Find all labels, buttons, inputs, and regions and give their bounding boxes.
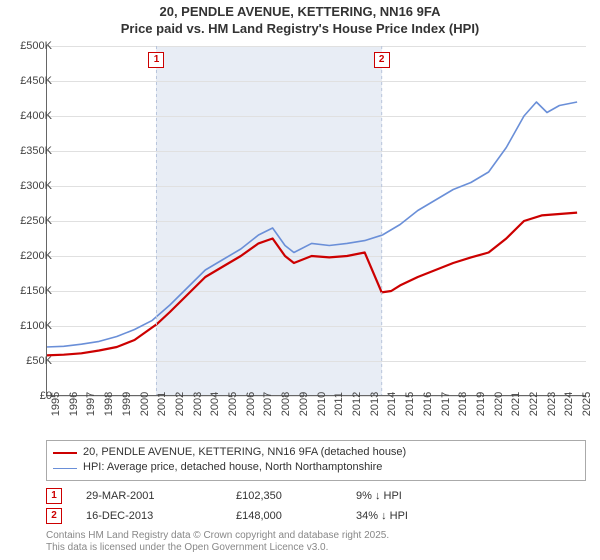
x-tick-label: 2023 <box>546 392 558 416</box>
y-tick-label: £100K <box>8 320 52 332</box>
x-tick-label: 2014 <box>386 392 398 416</box>
sale-delta-2: 34% ↓ HPI <box>356 510 476 522</box>
sale-row-2: 2 16-DEC-2013 £148,000 34% ↓ HPI <box>46 506 586 526</box>
footer-line-2: This data is licensed under the Open Gov… <box>46 542 389 554</box>
series-price_paid <box>46 213 577 356</box>
x-tick-label: 2008 <box>280 392 292 416</box>
x-tick-label: 2020 <box>493 392 505 416</box>
x-tick-label: 2007 <box>262 392 274 416</box>
y-tick-label: £0 <box>8 390 52 402</box>
x-tick-label: 2009 <box>298 392 310 416</box>
x-tick-label: 2012 <box>351 392 363 416</box>
y-tick-label: £150K <box>8 285 52 297</box>
legend-item-hpi: HPI: Average price, detached house, Nort… <box>53 460 579 475</box>
x-tick-label: 1999 <box>121 392 133 416</box>
x-tick-label: 2000 <box>139 392 151 416</box>
chart-plot-area: 12 1995199619971998199920002001200220032… <box>46 46 586 396</box>
x-tick-label: 2003 <box>192 392 204 416</box>
x-tick-label: 1998 <box>103 392 115 416</box>
sale-price-1: £102,350 <box>236 490 356 502</box>
sale-date-2: 16-DEC-2013 <box>86 510 236 522</box>
sale-price-2: £148,000 <box>236 510 356 522</box>
x-tick-label: 2010 <box>316 392 328 416</box>
x-tick-label: 2018 <box>457 392 469 416</box>
chart-title: 20, PENDLE AVENUE, KETTERING, NN16 9FA P… <box>0 0 600 38</box>
footer-line-1: Contains HM Land Registry data © Crown c… <box>46 530 389 542</box>
sale-marker-2: 2 <box>46 508 62 524</box>
x-tick-label: 2017 <box>440 392 452 416</box>
x-tick-label: 2006 <box>245 392 257 416</box>
x-tick-label: 1997 <box>85 392 97 416</box>
y-tick-label: £50K <box>8 355 52 367</box>
y-tick-label: £500K <box>8 40 52 52</box>
y-tick-label: £200K <box>8 250 52 262</box>
y-tick-label: £300K <box>8 180 52 192</box>
sale-delta-1: 9% ↓ HPI <box>356 490 476 502</box>
x-tick-label: 2002 <box>174 392 186 416</box>
y-tick-label: £450K <box>8 75 52 87</box>
sale-marker-1: 1 <box>46 488 62 504</box>
x-tick-label: 2025 <box>581 392 593 416</box>
chart-marker-1: 1 <box>148 52 164 68</box>
footer-attribution: Contains HM Land Registry data © Crown c… <box>46 530 389 554</box>
legend-label-hpi: HPI: Average price, detached house, Nort… <box>83 460 382 475</box>
x-tick-label: 2015 <box>404 392 416 416</box>
series-hpi <box>46 102 577 347</box>
sale-date-1: 29-MAR-2001 <box>86 490 236 502</box>
chart-marker-2: 2 <box>374 52 390 68</box>
sale-row-1: 1 29-MAR-2001 £102,350 9% ↓ HPI <box>46 486 586 506</box>
x-tick-label: 2011 <box>333 392 345 416</box>
legend-item-price-paid: 20, PENDLE AVENUE, KETTERING, NN16 9FA (… <box>53 445 579 460</box>
y-tick-label: £400K <box>8 110 52 122</box>
legend-label-price-paid: 20, PENDLE AVENUE, KETTERING, NN16 9FA (… <box>83 445 406 460</box>
y-tick-label: £250K <box>8 215 52 227</box>
legend-box: 20, PENDLE AVENUE, KETTERING, NN16 9FA (… <box>46 440 586 481</box>
x-tick-label: 2004 <box>209 392 221 416</box>
title-line-2: Price paid vs. HM Land Registry's House … <box>0 21 600 38</box>
x-tick-label: 2022 <box>528 392 540 416</box>
x-tick-label: 2019 <box>475 392 487 416</box>
line-series-svg <box>46 46 586 396</box>
sales-table: 1 29-MAR-2001 £102,350 9% ↓ HPI 2 16-DEC… <box>46 486 586 526</box>
x-tick-label: 2021 <box>510 392 522 416</box>
legend-swatch-price-paid <box>53 452 77 454</box>
x-tick-label: 2024 <box>563 392 575 416</box>
x-tick-label: 2001 <box>156 392 168 416</box>
x-tick-label: 2005 <box>227 392 239 416</box>
x-tick-label: 1996 <box>68 392 80 416</box>
x-tick-label: 2013 <box>369 392 381 416</box>
x-tick-label: 2016 <box>422 392 434 416</box>
legend-swatch-hpi <box>53 468 77 469</box>
y-tick-label: £350K <box>8 145 52 157</box>
title-line-1: 20, PENDLE AVENUE, KETTERING, NN16 9FA <box>0 4 600 21</box>
